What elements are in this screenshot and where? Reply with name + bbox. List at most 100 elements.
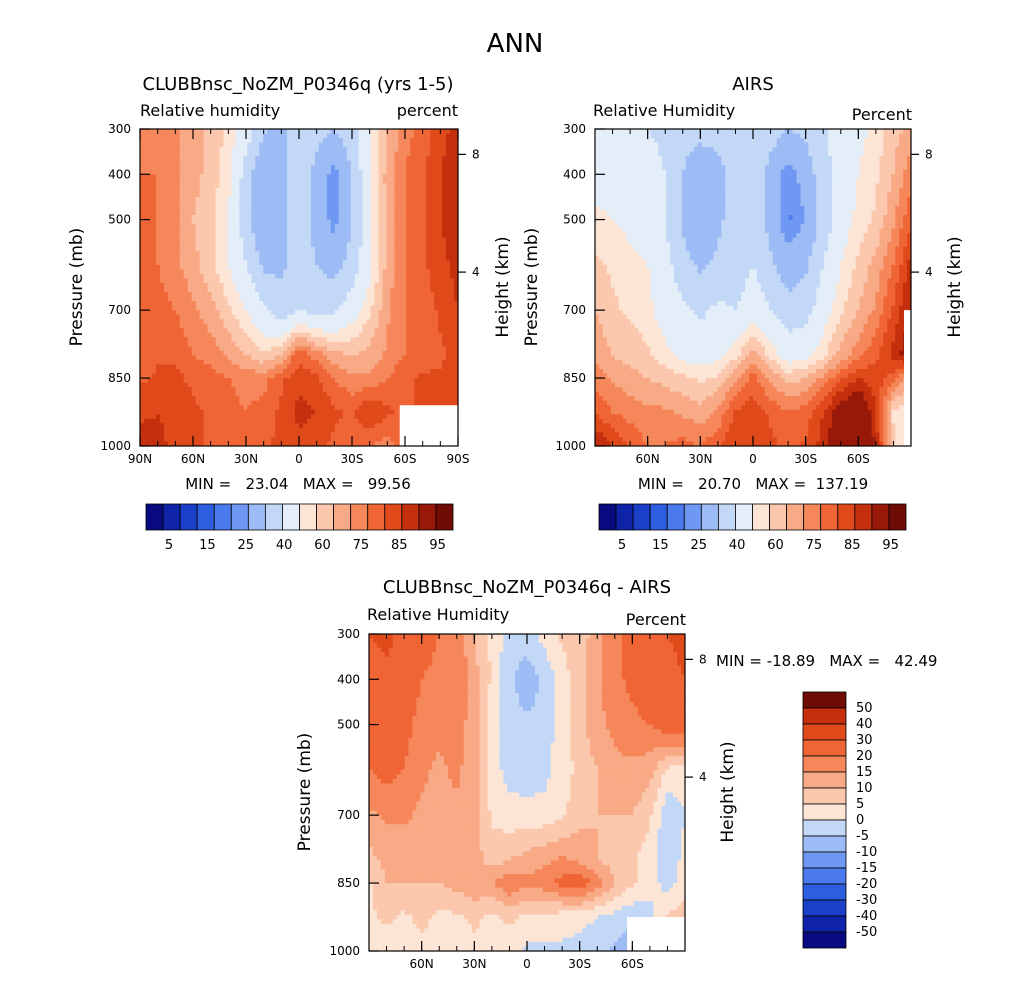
field-cell — [239, 341, 244, 347]
field-cell — [147, 346, 153, 352]
field-cell — [338, 332, 344, 338]
field-cell — [418, 169, 423, 175]
field-cell — [155, 201, 161, 207]
field-cell — [382, 165, 388, 171]
field-cell — [362, 373, 368, 379]
field-cell — [334, 251, 340, 257]
field-cell — [227, 319, 233, 325]
field-cell — [410, 178, 415, 184]
field-cell — [227, 400, 233, 406]
field-cell — [366, 314, 372, 320]
field-cell — [322, 147, 328, 153]
field-cell — [302, 310, 308, 316]
field-cell — [306, 346, 312, 352]
field-cell — [358, 142, 364, 148]
field-cell — [366, 147, 372, 153]
field-cell — [338, 205, 344, 212]
field-cell — [271, 251, 276, 257]
field-cell — [207, 278, 213, 284]
field-cell — [287, 396, 292, 402]
field-cell — [326, 305, 332, 311]
field-cell — [394, 142, 399, 148]
field-cell — [374, 210, 380, 216]
field-cell — [390, 255, 396, 261]
field-cell — [386, 165, 392, 171]
field-cell — [326, 255, 332, 261]
field-cell — [151, 359, 157, 366]
field-cell — [155, 269, 161, 275]
field-cell — [410, 364, 415, 370]
field-cell — [263, 369, 268, 375]
field-cell — [446, 156, 451, 162]
field-cell — [398, 282, 403, 289]
field-cell — [422, 287, 427, 293]
field-cell — [346, 260, 352, 266]
field-cell — [358, 269, 364, 275]
field-cell — [247, 350, 252, 357]
field-cell — [291, 142, 296, 148]
field-cell — [231, 292, 237, 298]
field-cell — [422, 382, 427, 388]
field-cell — [219, 319, 225, 325]
field-cell — [370, 205, 376, 212]
field-cell — [207, 237, 213, 243]
field-cell — [227, 269, 233, 275]
field-cell — [247, 387, 252, 393]
field-cell — [219, 242, 225, 248]
field-cell — [159, 233, 165, 239]
field-cell — [418, 282, 423, 289]
field-cell — [358, 369, 364, 375]
field-cell — [382, 278, 388, 284]
field-cell — [334, 174, 340, 180]
field-cell — [231, 147, 237, 153]
field-cell — [446, 292, 451, 298]
field-cell — [199, 328, 205, 334]
field-cell — [322, 174, 328, 180]
field-cell — [362, 187, 368, 193]
field-cell — [299, 201, 304, 207]
field-cell — [346, 192, 352, 198]
field-cell — [450, 228, 455, 234]
field-cell — [183, 255, 189, 261]
field-cell — [159, 323, 165, 329]
field-cell — [287, 400, 292, 406]
field-cell — [275, 328, 280, 334]
field-cell — [302, 228, 308, 234]
field-cell — [263, 187, 268, 193]
field-cell — [318, 378, 324, 384]
field-cell — [171, 332, 177, 338]
field-cell — [291, 369, 296, 375]
field-cell — [215, 396, 221, 402]
field-cell — [227, 301, 233, 307]
field-cell — [366, 332, 372, 338]
field-cell — [187, 251, 193, 257]
field-cell — [207, 264, 213, 270]
field-cell — [151, 396, 157, 402]
field-cell — [247, 255, 252, 261]
field-cell — [346, 196, 352, 203]
field-cell — [450, 332, 455, 338]
field-cell — [175, 364, 181, 370]
field-cell — [231, 364, 237, 370]
field-cell — [140, 373, 145, 379]
field-cell — [207, 215, 213, 221]
field-cell — [207, 210, 213, 216]
field-cell — [267, 405, 272, 411]
field-cell — [306, 328, 312, 334]
field-cell — [374, 242, 380, 248]
field-cell — [251, 142, 256, 148]
field-cell — [255, 391, 260, 397]
field-cell — [350, 337, 356, 343]
field-cell — [291, 292, 296, 298]
field-cell — [183, 355, 189, 361]
field-cell — [374, 292, 380, 298]
field-cell — [414, 205, 419, 212]
field-cell — [302, 355, 308, 361]
field-cell — [195, 323, 201, 329]
field-cell — [438, 196, 443, 203]
field-cell — [195, 165, 201, 171]
field-cell — [414, 355, 419, 361]
field-cell — [187, 337, 193, 343]
field-cell — [151, 369, 157, 375]
field-cell — [223, 237, 229, 243]
